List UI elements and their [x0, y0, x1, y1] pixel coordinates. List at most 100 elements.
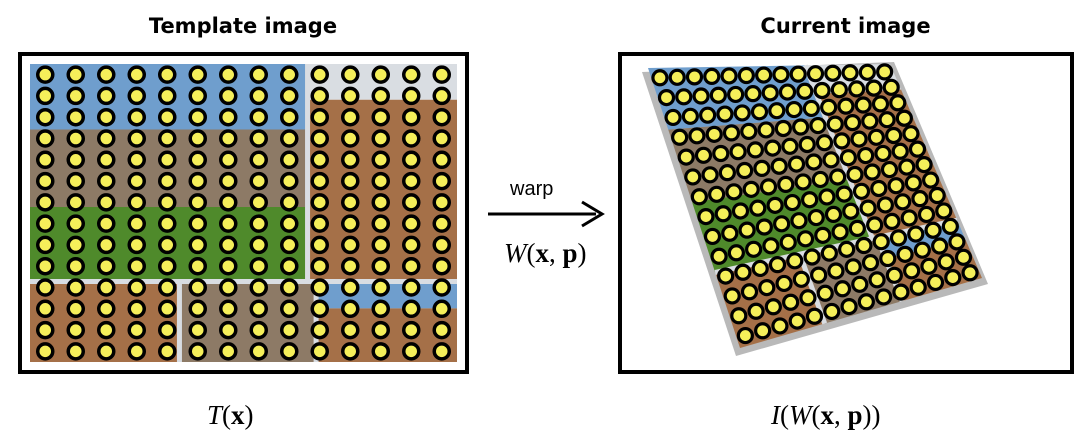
- grid-point: [36, 342, 55, 361]
- grid-point: [341, 256, 360, 276]
- grid-point: [280, 150, 299, 170]
- grid-point: [66, 256, 85, 276]
- grid-point: [894, 193, 912, 211]
- grid-point: [341, 278, 360, 297]
- grid-point: [432, 129, 451, 148]
- grid-point: [818, 188, 836, 206]
- grid-point: [751, 259, 769, 278]
- grid-point: [66, 299, 85, 319]
- grid-point: [310, 129, 329, 148]
- grid-point: [839, 149, 857, 167]
- grid-point: [97, 150, 116, 170]
- grid-point: [432, 171, 451, 191]
- grid-point: [66, 171, 85, 191]
- grid-point: [915, 155, 933, 174]
- grid-point: [820, 244, 838, 262]
- grid-point: [36, 150, 55, 170]
- grid-point: [920, 257, 938, 275]
- grid-point: [158, 171, 177, 191]
- grid-point: [432, 107, 451, 127]
- grid-point: [885, 126, 903, 145]
- grid-point: [66, 86, 85, 106]
- grid-point: [127, 107, 146, 127]
- grid-point: [840, 297, 858, 316]
- grid-point: [158, 129, 177, 148]
- grid-point: [733, 104, 751, 122]
- grid-point: [188, 107, 207, 127]
- grid-point: [872, 233, 890, 251]
- grid-point: [731, 202, 750, 220]
- grid-point: [432, 214, 451, 233]
- grid-point: [830, 81, 848, 99]
- grid-point: [158, 235, 177, 255]
- grid-point: [432, 65, 451, 84]
- grid-point: [806, 65, 825, 83]
- grid-point: [815, 134, 834, 152]
- grid-point: [766, 196, 784, 214]
- grid-point: [280, 299, 299, 319]
- grid-point: [158, 65, 177, 84]
- grid-point: [885, 266, 903, 284]
- grid-point: [924, 221, 942, 239]
- grid-point: [727, 85, 745, 104]
- grid-point: [854, 96, 872, 114]
- grid-point: [668, 68, 686, 86]
- grid-point: [280, 129, 299, 148]
- grid-point: [747, 302, 765, 320]
- grid-point: [824, 64, 842, 82]
- grid-point: [249, 107, 268, 127]
- grid-point: [879, 249, 897, 268]
- grid-point: [371, 342, 390, 361]
- grid-point: [744, 85, 762, 103]
- grid-point: [761, 84, 779, 102]
- grid-point: [681, 107, 699, 125]
- grid-point: [66, 278, 85, 297]
- grid-point: [889, 229, 908, 247]
- grid-point: [219, 129, 238, 148]
- grid-point: [249, 150, 268, 170]
- grid-point: [341, 342, 360, 361]
- grid-point: [249, 256, 268, 276]
- grid-point: [432, 235, 451, 255]
- grid-point: [310, 107, 329, 127]
- grid-point: [810, 266, 828, 284]
- grid-point: [402, 129, 421, 148]
- grid-point: [280, 235, 299, 255]
- grid-point: [36, 214, 55, 233]
- grid-point: [280, 171, 299, 191]
- grid-point: [341, 65, 360, 84]
- grid-point: [249, 214, 268, 233]
- grid-point: [805, 153, 823, 171]
- grid-point: [917, 205, 936, 224]
- grid-point: [219, 86, 238, 106]
- grid-point: [219, 193, 238, 212]
- grid-point: [36, 256, 55, 276]
- grid-point: [714, 205, 732, 223]
- grid-point: [868, 271, 886, 289]
- grid-point: [891, 142, 909, 160]
- grid-point: [219, 107, 238, 127]
- grid-point: [944, 269, 962, 287]
- grid-point: [861, 254, 880, 272]
- grid-point: [249, 320, 268, 340]
- grid-point: [790, 212, 808, 230]
- grid-point: [909, 278, 927, 296]
- grid-point: [878, 111, 896, 129]
- grid-point: [66, 342, 85, 361]
- grid-point: [310, 256, 329, 276]
- grid-point: [900, 209, 918, 227]
- grid-point: [816, 284, 834, 302]
- grid-point: [848, 80, 866, 98]
- grid-point: [402, 299, 421, 319]
- grid-point: [97, 299, 116, 319]
- grid-point: [36, 320, 55, 340]
- grid-point: [782, 293, 800, 311]
- grid-point: [310, 150, 329, 170]
- grid-point: [823, 302, 841, 321]
- grid-point: [280, 86, 299, 106]
- grid-point: [219, 320, 238, 340]
- grid-point: [781, 137, 799, 155]
- grid-point: [127, 256, 146, 276]
- grid-point: [97, 171, 116, 191]
- grid-point: [371, 171, 390, 191]
